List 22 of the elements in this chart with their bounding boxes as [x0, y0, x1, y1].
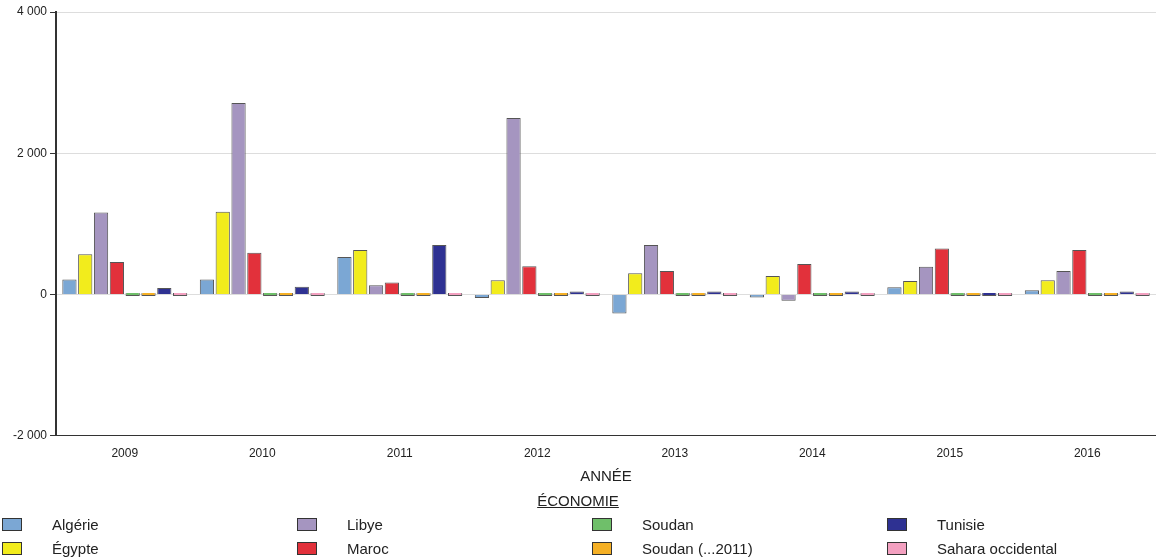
x-tick-label: 2015 — [936, 446, 964, 461]
x-tick-label: 2016 — [1073, 446, 1101, 461]
legend-label: Sahara occidental — [937, 539, 1058, 557]
x-tick-label: 2014 — [798, 446, 826, 461]
legend-label: Soudan — [642, 515, 694, 533]
x-tick-label: 2011 — [386, 446, 413, 461]
x-tick-label: 2009 — [111, 446, 139, 461]
x-tick-label: 2013 — [661, 446, 689, 461]
y-tick-label: 4 000 — [16, 4, 48, 19]
y-tick-label: -2 000 — [12, 427, 48, 442]
legend-label: Tunisie — [937, 515, 985, 533]
x-tick-label: 2012 — [523, 446, 551, 461]
legend-label: Maroc — [347, 539, 389, 557]
x-tick-label: 2010 — [248, 446, 276, 461]
legend-title: ÉCONOMIE — [536, 492, 620, 509]
legend-label: Soudan (...2011) — [642, 539, 753, 557]
y-tick-label: 0 — [40, 286, 48, 301]
legend-label: Libye — [347, 515, 383, 533]
legend-label: Algérie — [52, 515, 99, 533]
legend-label: Égypte — [52, 539, 99, 557]
y-tick-label: 2 000 — [16, 145, 48, 160]
x-axis-title: ANNÉE — [580, 467, 632, 485]
